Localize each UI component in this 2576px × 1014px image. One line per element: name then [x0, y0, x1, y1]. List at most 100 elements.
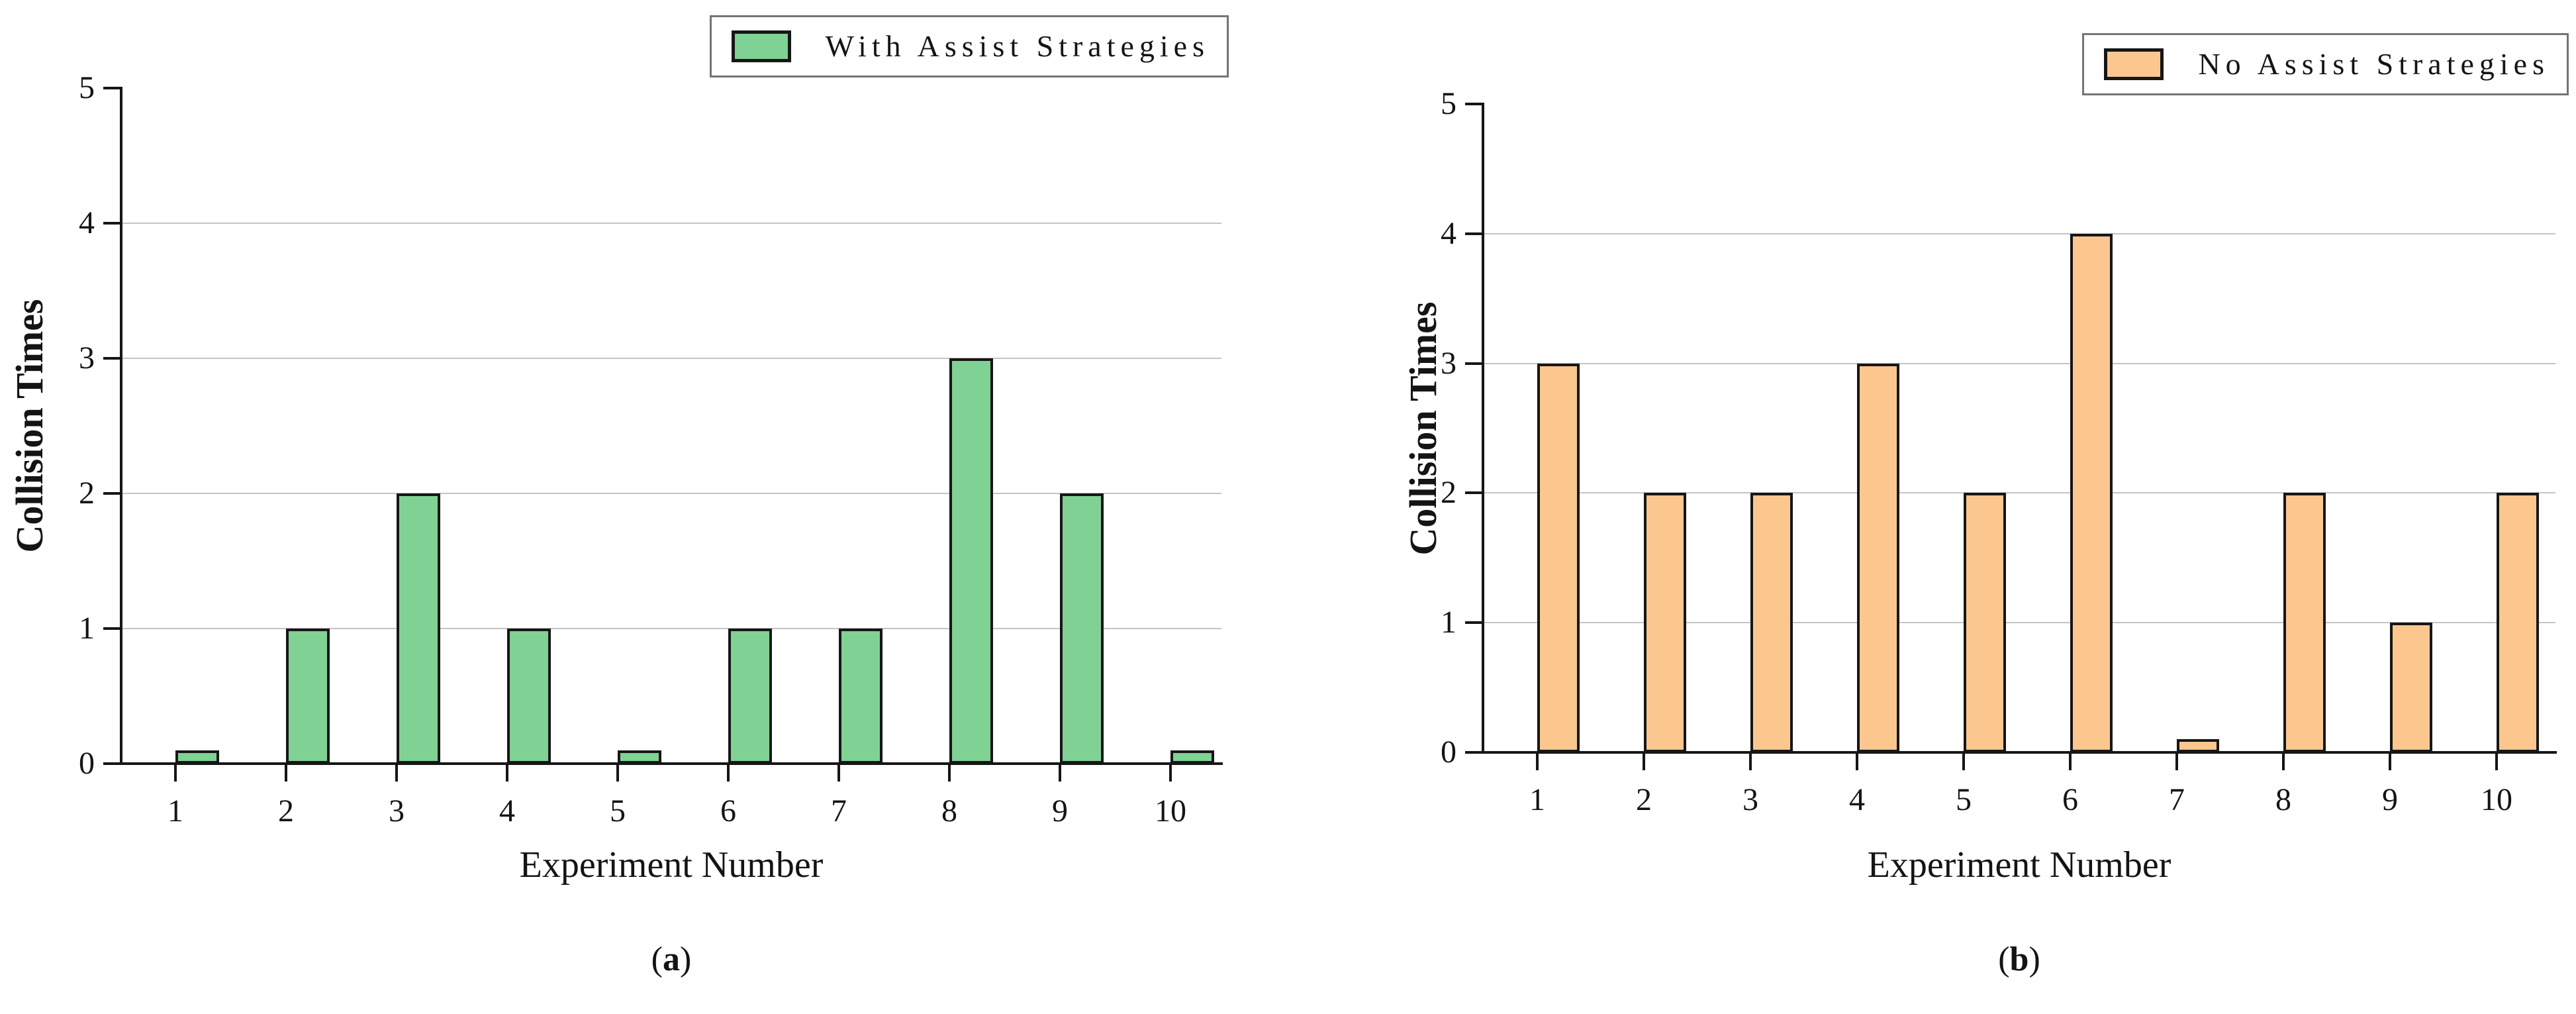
x-tick-label-8: 8 — [941, 793, 957, 829]
x-tickmark-6 — [2069, 752, 2072, 770]
bar-experiment-6 — [2070, 234, 2113, 752]
x-tickmark-4 — [506, 764, 508, 782]
x-tick-label-2: 2 — [1636, 782, 1652, 817]
gridline-y3 — [1484, 362, 2555, 364]
x-tickmark-3 — [1749, 752, 1752, 770]
chart-panel-b: Collision Times 0 1 2 3 4 5 1 2 3 4 5 6 7 8 9 10 No Ass… — [1288, 0, 2576, 1014]
x-tick-label-4: 4 — [1849, 782, 1865, 817]
y-tickmark-2 — [1465, 491, 1484, 495]
y-tick-label-4: 4 — [1441, 215, 1456, 251]
x-tick-label-2: 2 — [278, 793, 294, 829]
x-tickmark-9 — [1059, 764, 1061, 782]
legend-swatch-icon — [731, 30, 791, 62]
caption-open-paren: ( — [1998, 940, 2010, 978]
legend-swatch-icon — [2104, 48, 2164, 80]
y-tick-label-4: 4 — [79, 205, 95, 240]
x-tick-label-7: 7 — [2169, 782, 2185, 817]
legend-label: With Assist Strategies — [825, 29, 1210, 63]
x-tickmark-5 — [1962, 752, 1965, 770]
caption-close-paren: ) — [680, 940, 692, 978]
caption-letter: b — [2009, 940, 2029, 978]
y-tickmark-3 — [103, 357, 122, 360]
y-tickmark-1 — [103, 627, 122, 630]
x-tickmark-8 — [2282, 752, 2285, 770]
x-tickmark-5 — [616, 764, 619, 782]
subfigure-caption: (b) — [1887, 930, 2152, 989]
gridline-y3 — [122, 358, 1221, 359]
y-tickmark-2 — [103, 492, 122, 495]
y-tick-label-1: 1 — [1441, 605, 1456, 640]
y-axis-spine — [120, 87, 122, 765]
x-tickmark-8 — [948, 764, 951, 782]
x-tick-label-9: 9 — [2382, 782, 2398, 817]
gridline-y1 — [122, 628, 1221, 629]
x-tickmark-6 — [727, 764, 730, 782]
x-axis-spine — [1482, 751, 2557, 754]
bar-experiment-9 — [1060, 493, 1104, 764]
x-tick-label-7: 7 — [831, 793, 847, 829]
x-tick-label-10: 10 — [1155, 793, 1186, 829]
y-tickmark-5 — [103, 87, 122, 89]
bar-experiment-9 — [2390, 623, 2432, 752]
bar-experiment-1 — [1537, 364, 1580, 752]
bar-experiment-7 — [839, 629, 883, 764]
caption-close-paren: ) — [2028, 940, 2040, 978]
y-tick-label-3: 3 — [79, 340, 95, 376]
legend-box: With Assist Strategies — [709, 15, 1229, 77]
y-tick-label-2: 2 — [79, 476, 95, 511]
bar-experiment-6 — [728, 629, 772, 764]
x-tick-label-6: 6 — [2062, 782, 2078, 817]
legend-box: No Assist Strategies — [2082, 33, 2569, 95]
x-tick-label-1: 1 — [1529, 782, 1545, 817]
x-axis-label: Experiment Number — [519, 844, 824, 886]
bar-experiment-7 — [2177, 739, 2219, 752]
x-tickmark-3 — [395, 764, 398, 782]
x-tick-label-9: 9 — [1052, 793, 1068, 829]
x-tickmark-1 — [174, 764, 177, 782]
bar-experiment-2 — [1644, 493, 1686, 752]
legend-label: No Assist Strategies — [2198, 47, 2550, 81]
caption-open-paren: ( — [651, 940, 663, 978]
bar-experiment-8 — [949, 358, 993, 764]
bar-experiment-3 — [1750, 493, 1793, 752]
x-tickmark-2 — [285, 764, 287, 782]
x-tick-label-8: 8 — [2275, 782, 2291, 817]
x-axis-spine — [120, 762, 1223, 765]
bar-experiment-5 — [618, 750, 661, 764]
bar-experiment-2 — [286, 629, 330, 764]
x-tickmark-4 — [1856, 752, 1858, 770]
caption-letter: a — [663, 940, 680, 978]
y-tick-label-3: 3 — [1441, 345, 1456, 381]
subfigure-caption: (a) — [539, 930, 804, 989]
x-tickmark-1 — [1536, 752, 1539, 770]
x-tick-label-3: 3 — [389, 793, 405, 829]
bar-experiment-10 — [2497, 493, 2539, 752]
gridline-y4 — [122, 223, 1221, 224]
y-tickmark-4 — [103, 222, 122, 225]
x-tick-label-3: 3 — [1742, 782, 1758, 817]
plot-area: 0 1 2 3 4 5 1 2 3 4 5 6 7 8 9 10 — [1441, 86, 2557, 817]
bar-experiment-4 — [1857, 364, 1899, 752]
y-tickmark-4 — [1465, 232, 1484, 235]
bar-experiment-10 — [1170, 750, 1214, 764]
x-axis-label: Experiment Number — [1867, 844, 2171, 886]
x-tick-label-1: 1 — [167, 793, 183, 829]
y-tick-label-0: 0 — [79, 746, 95, 781]
x-tick-label-5: 5 — [610, 793, 626, 829]
bar-experiment-8 — [2283, 493, 2326, 752]
x-tick-label-4: 4 — [499, 793, 515, 829]
x-tick-label-6: 6 — [720, 793, 736, 829]
y-tickmark-0 — [1465, 751, 1484, 754]
y-tick-label-1: 1 — [79, 611, 95, 646]
bar-experiment-3 — [397, 493, 440, 764]
gridline-y4 — [1484, 232, 2555, 234]
y-tickmark-1 — [1465, 621, 1484, 625]
bar-experiment-4 — [507, 629, 551, 764]
y-tickmark-5 — [1465, 103, 1484, 105]
bar-experiment-1 — [175, 750, 219, 764]
chart-panel-a: Collision Times 0 1 2 3 4 5 1 2 3 4 5 6 7 8 9 10 With A… — [8, 15, 1229, 989]
y-axis-spine — [1482, 103, 1484, 754]
y-tick-label-2: 2 — [1441, 475, 1456, 511]
y-tick-label-0: 0 — [1441, 735, 1456, 770]
